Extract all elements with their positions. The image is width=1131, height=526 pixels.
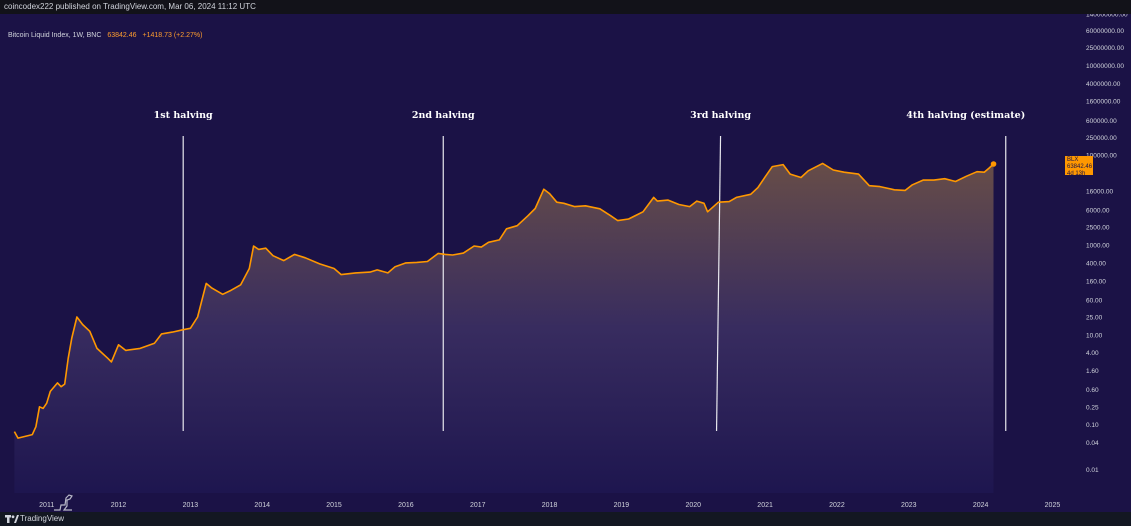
badge-ticker: BLX [1067, 157, 1079, 163]
y-tick-label: 160.00 [1086, 278, 1106, 285]
y-tick-label: 0.10 [1086, 422, 1099, 429]
y-tick-label: 0.25 [1086, 404, 1099, 411]
y-tick-label: 1000.00 [1086, 243, 1110, 250]
symbol-info: Bitcoin Liquid Index, 1W, BNC 63842.46 +… [8, 32, 202, 39]
y-tick-label: 4000000.00 [1086, 81, 1121, 88]
x-tick-label: 2014 [254, 502, 270, 509]
chart-frame[interactable]: 1st halving 2nd halving 3rd halving 4th hal… [0, 14, 1131, 512]
halving-line [715, 135, 722, 432]
x-tick-label: 2021 [757, 502, 773, 509]
x-tick-label: 2024 [973, 502, 989, 509]
x-tick-label: 2019 [614, 502, 630, 509]
y-tick-label: 16000.00 [1086, 188, 1113, 195]
x-tick-label: 2023 [901, 502, 917, 509]
footer-brand: TradingView [20, 514, 65, 523]
badge-countdown: 4d 13h [1067, 171, 1086, 177]
y-tick-label: 10.00 [1086, 332, 1103, 339]
tradingview-logo-icon [5, 515, 19, 523]
y-tick-label: 100000.00 [1086, 153, 1117, 160]
y-tick-label: 60000000.00 [1086, 28, 1124, 35]
footer-bar: TradingView [0, 512, 1131, 526]
y-tick-label: 0.60 [1086, 387, 1099, 394]
y-tick-label: 600000.00 [1086, 118, 1117, 125]
x-tick-label: 2011 [39, 502, 54, 509]
y-tick-label: 1.60 [1086, 368, 1099, 375]
last-price-point [990, 161, 997, 167]
halving-label: 4th halving (estimate) [906, 110, 1025, 121]
x-tick-label: 2018 [542, 502, 558, 509]
halving-label: 1st halving [154, 110, 213, 121]
y-tick-label: 0.04 [1086, 440, 1099, 447]
halving-label: 3rd halving [690, 110, 751, 121]
x-tick-label: 2016 [398, 502, 414, 509]
y-tick-label: 4.00 [1086, 350, 1099, 357]
y-tick-label: 6000.00 [1086, 208, 1110, 215]
y-tick-label: 2500.00 [1086, 225, 1110, 232]
publish-text: coincodex222 published on TradingView.co… [4, 2, 256, 11]
x-tick-label: 2020 [685, 502, 701, 509]
symbol-name: Bitcoin Liquid Index, 1W, BNC [8, 32, 102, 39]
publish-bar: coincodex222 published on TradingView.co… [0, 0, 1131, 14]
x-tick-label: 2015 [326, 502, 342, 509]
y-tick-label: 25.00 [1086, 314, 1103, 321]
y-tick-label: 10000000.00 [1086, 63, 1124, 70]
price-chart[interactable]: 1st halving 2nd halving 3rd halving 4th hal… [0, 14, 1131, 512]
symbol-price: 63842.46 [107, 32, 137, 39]
y-tick-label: 60.00 [1086, 297, 1103, 304]
x-tick-label: 2017 [470, 502, 486, 509]
halving-label: 2nd halving [412, 110, 475, 121]
x-tick-label: 2025 [1045, 502, 1061, 509]
badge-price: 63842.46 [1067, 164, 1093, 170]
y-tick-label: 1600000.00 [1086, 99, 1121, 106]
y-tick-label: 25000000.00 [1086, 45, 1124, 52]
y-tick-label: 140000000.00 [1086, 14, 1128, 19]
price-line [13, 162, 995, 439]
x-tick-label: 2013 [183, 502, 199, 509]
price-area [14, 163, 994, 493]
y-tick-label: 250000.00 [1086, 135, 1117, 142]
y-tick-label: 0.01 [1086, 467, 1099, 474]
dinosaur-icon [54, 494, 73, 511]
x-tick-label: 2012 [111, 502, 127, 509]
price-badge: BLX 63842.46 4d 13h [1065, 156, 1093, 177]
symbol-change: +1418.73 (+2.27%) [142, 32, 203, 39]
y-tick-label: 400.00 [1086, 260, 1106, 267]
x-tick-label: 2022 [829, 502, 845, 509]
